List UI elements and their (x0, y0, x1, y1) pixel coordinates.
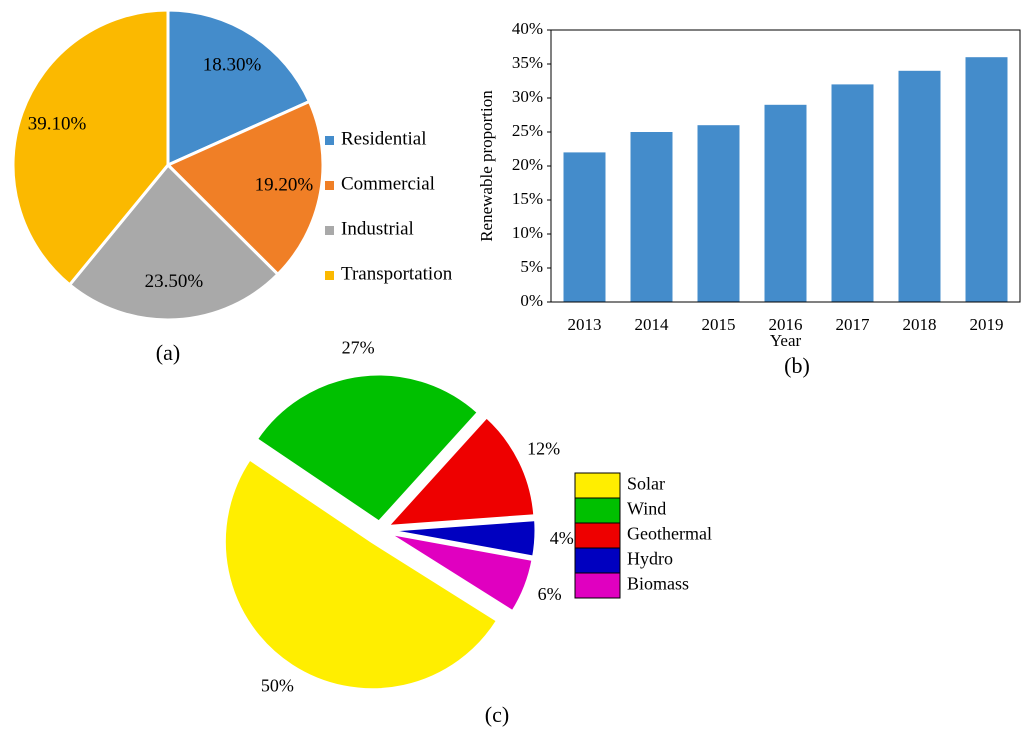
bar (965, 57, 1008, 303)
data-label: 39.10% (28, 114, 87, 135)
data-label: 50% (261, 676, 294, 696)
data-label: 19.20% (255, 175, 314, 196)
x-tick-label: 2013 (568, 315, 602, 334)
x-tick-label: 2014 (635, 315, 670, 334)
data-label: 12% (527, 438, 560, 458)
y-tick-label: 20% (512, 155, 543, 174)
pie-slice (11, 8, 170, 287)
caption: (a) (156, 340, 180, 365)
pie-slice (222, 456, 500, 692)
legend-marker (325, 181, 334, 190)
pie-slice (383, 414, 537, 529)
y-tick-label: 15% (512, 189, 543, 208)
x-tick-label: 2017 (836, 315, 871, 334)
pie-slice (166, 8, 312, 168)
y-tick-label: 25% (512, 121, 543, 140)
bar (630, 132, 673, 302)
legend-label: Transportation (341, 263, 453, 284)
x-tick-label: 2015 (702, 315, 736, 334)
bar (563, 152, 606, 302)
legend-label: Commercial (341, 173, 435, 194)
bar (764, 104, 807, 302)
y-tick-label: 35% (512, 53, 543, 72)
y-axis-label: Renewable proportion (477, 90, 496, 242)
plot-frame (550, 29, 1021, 303)
caption: (c) (485, 702, 509, 727)
x-tick-label: 2019 (970, 315, 1004, 334)
legend-marker (574, 472, 621, 499)
pie-slice (67, 162, 280, 322)
legend-marker (574, 497, 621, 524)
pie-slice (254, 372, 481, 525)
legend-marker (325, 226, 334, 235)
bar (831, 84, 874, 303)
legend-marker (325, 136, 334, 145)
data-label: 18.30% (203, 54, 262, 75)
legend-label: Solar (627, 474, 665, 494)
pie-slice (386, 531, 535, 614)
data-label: 27% (342, 337, 375, 357)
legend-label: Industrial (341, 218, 414, 239)
y-tick-label: 10% (512, 223, 543, 242)
legend-marker (325, 271, 334, 280)
data-label: 23.50% (145, 271, 204, 292)
data-label: 6% (538, 584, 562, 604)
legend-marker (574, 522, 621, 549)
legend-label: Biomass (627, 574, 689, 594)
pie-slice (387, 518, 538, 559)
legend-marker (574, 547, 621, 574)
y-tick-label: 0% (520, 291, 543, 310)
y-tick-label: 30% (512, 87, 543, 106)
legend-label: Geothermal (627, 524, 712, 544)
bar (898, 70, 941, 302)
y-tick-label: 40% (512, 19, 543, 38)
bar (697, 125, 740, 302)
legend-label: Wind (627, 499, 666, 519)
x-axis-label: Year (770, 331, 802, 350)
caption: (b) (784, 353, 810, 378)
legend-label: Hydro (627, 549, 673, 569)
pie-slice (165, 99, 325, 277)
y-tick-label: 5% (520, 257, 543, 276)
legend-marker (574, 572, 621, 599)
x-tick-label: 2016 (769, 315, 803, 334)
data-label: 4% (550, 528, 574, 548)
legend-label: Residential (341, 128, 426, 149)
x-tick-label: 2018 (903, 315, 937, 334)
